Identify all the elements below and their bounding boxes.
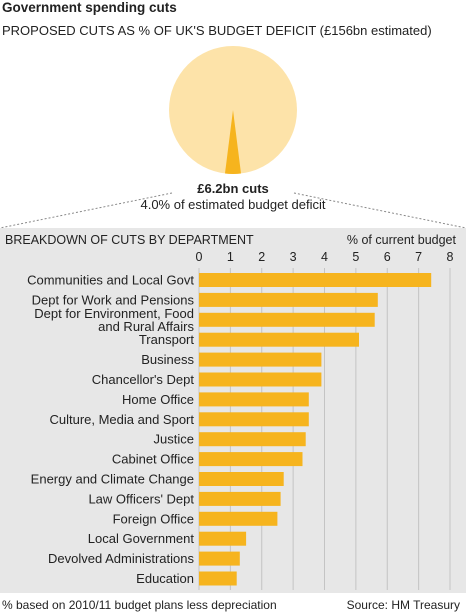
footnote: % based on 2010/11 budget plans less dep… — [2, 598, 277, 612]
category-label: Culture, Media and Sport — [49, 412, 194, 427]
x-tick-label: 7 — [415, 250, 422, 264]
category-label: Foreign Office — [113, 511, 194, 526]
category-label: Transport — [139, 332, 195, 347]
bar — [199, 352, 322, 367]
pie-chart — [0, 46, 466, 229]
breakdown-title: BREAKDOWN OF CUTS BY DEPARTMENT — [5, 233, 254, 247]
chart-main-title: Government spending cuts — [2, 0, 177, 15]
bar — [199, 392, 309, 407]
pie-cut-share: 4.0% of estimated budget deficit — [140, 197, 326, 212]
x-tick-label: 1 — [227, 250, 234, 264]
source-credit: Source: HM Treasury — [346, 598, 460, 612]
connector-line-right — [293, 192, 466, 229]
category-label: Local Government — [88, 531, 195, 546]
category-label: Cabinet Office — [112, 452, 194, 467]
x-tick-label: 5 — [352, 250, 359, 264]
bar — [199, 312, 375, 327]
connector-line-left — [0, 192, 173, 229]
x-tick-label: 2 — [258, 250, 265, 264]
bar — [199, 332, 359, 347]
category-label: Communities and Local Govt — [27, 273, 194, 288]
x-tick-label: 0 — [196, 250, 203, 264]
x-tick-label: 3 — [290, 250, 297, 264]
category-label: Home Office — [122, 392, 194, 407]
bar — [199, 551, 240, 566]
x-tick-label: 4 — [321, 250, 328, 264]
category-label: Justice — [154, 432, 194, 447]
category-label: Dept for Environment, Food and Rural Affa… — [34, 306, 194, 334]
bar — [199, 452, 303, 467]
department-bar-chart: 0 1 2 3 4 5 6 7 8 Communities and Local Govt Dept … — [27, 250, 454, 590]
bar — [199, 273, 432, 287]
bar — [199, 292, 378, 307]
bar — [199, 531, 247, 546]
x-tick-label: 8 — [447, 250, 454, 264]
bar — [199, 472, 284, 486]
category-label: Chancellor's Dept — [92, 372, 195, 387]
category-label: Law Officers' Dept — [88, 491, 194, 506]
pie-cut-amount: £6.2bn cuts — [197, 181, 269, 196]
bar — [199, 372, 322, 387]
category-label: Devolved Administrations — [48, 551, 194, 566]
bar — [199, 511, 278, 526]
bar — [199, 412, 309, 427]
category-label: Dept for Work and Pensions — [32, 292, 195, 307]
x-tick-label: 6 — [384, 250, 391, 264]
department-breakdown-panel: 0 1 2 3 4 5 6 7 8 Communities and Local Govt Dept … — [0, 228, 466, 593]
bar — [199, 432, 306, 447]
category-label: Energy and Climate Change — [31, 472, 194, 487]
pie-cuts-slice — [224, 110, 242, 175]
bar — [199, 571, 237, 586]
category-label: Business — [141, 352, 194, 367]
axis-unit-label: % of current budget — [346, 233, 456, 247]
category-label: Education — [136, 571, 194, 586]
chart-subtitle: PROPOSED CUTS AS % OF UK'S BUDGET DEFICI… — [2, 23, 432, 38]
bar — [199, 491, 281, 506]
